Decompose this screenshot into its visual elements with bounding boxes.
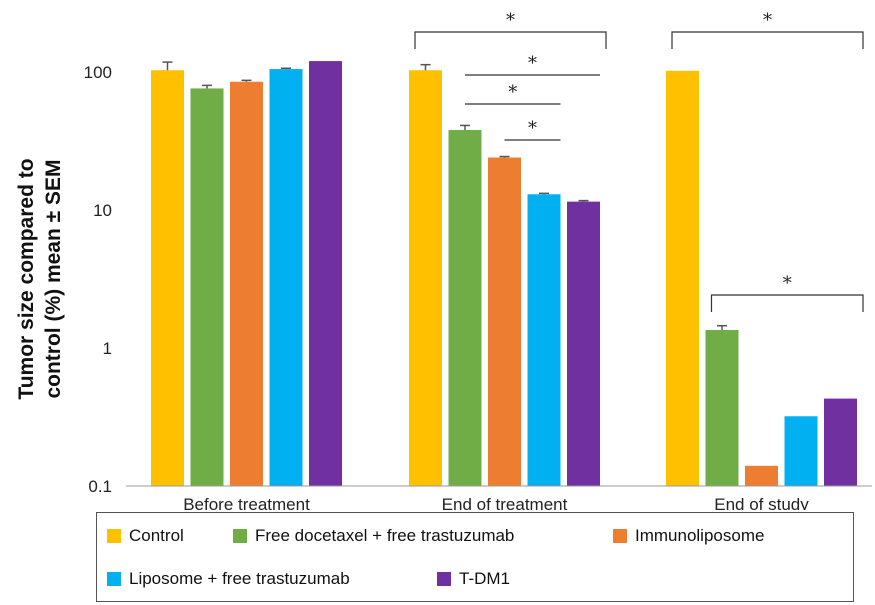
significance-label: * xyxy=(506,10,515,31)
legend-item: Free docetaxel + free trastuzumab xyxy=(233,524,514,548)
legend-item: Immunoliposome xyxy=(613,524,764,548)
significance-label: * xyxy=(528,118,537,139)
legend-label: Liposome + free trastuzumab xyxy=(129,569,350,588)
significance-bracket xyxy=(710,294,864,312)
y-tick-label: 100 xyxy=(84,63,112,82)
y-tick-label: 1 xyxy=(103,339,112,358)
bar xyxy=(409,70,442,487)
y-tick-label: 0.1 xyxy=(88,477,112,496)
legend-label: Immunoliposome xyxy=(635,526,765,545)
bar-chart: Tumor size compared to control (%) mean ±… xyxy=(15,10,872,510)
legend: Control Free docetaxel + free trastuzumab… xyxy=(96,512,854,602)
x-tick-label: Before treatment xyxy=(183,495,310,510)
legend-item: Control xyxy=(107,524,184,548)
significance-bracket xyxy=(414,31,607,49)
bar xyxy=(151,70,184,487)
bar xyxy=(230,81,263,487)
bar xyxy=(488,157,521,486)
legend-swatch xyxy=(613,529,627,543)
x-tick-label: End of treatment xyxy=(442,495,568,510)
significance-label: * xyxy=(783,273,792,294)
bar xyxy=(666,70,699,487)
legend-item: Liposome + free trastuzumab xyxy=(107,567,350,591)
significance-bracket xyxy=(671,31,864,49)
bar xyxy=(745,465,778,486)
legend-label: Free docetaxel + free trastuzumab xyxy=(255,526,515,545)
bar xyxy=(784,416,818,486)
bar xyxy=(190,88,224,486)
legend-label: T-DM1 xyxy=(459,569,510,588)
y-axis-label: Tumor size compared to xyxy=(15,158,38,399)
significance-label: * xyxy=(528,53,537,74)
legend-label: Control xyxy=(129,526,184,545)
legend-swatch xyxy=(233,529,247,543)
legend-swatch xyxy=(107,529,121,543)
bar xyxy=(269,69,303,487)
significance-label: * xyxy=(763,10,772,31)
legend-item: T-DM1 xyxy=(437,567,510,591)
bar xyxy=(705,330,739,486)
bar xyxy=(567,201,600,486)
y-axis-label: control (%) mean ± SEM xyxy=(42,159,65,398)
bar xyxy=(448,129,482,486)
legend-swatch xyxy=(107,572,121,586)
x-tick-label: End of study xyxy=(714,495,809,510)
legend-swatch xyxy=(437,572,451,586)
bar xyxy=(824,398,857,486)
bar xyxy=(527,194,561,486)
significance-label: * xyxy=(508,82,517,103)
bar xyxy=(309,61,342,486)
y-tick-label: 10 xyxy=(93,201,112,220)
